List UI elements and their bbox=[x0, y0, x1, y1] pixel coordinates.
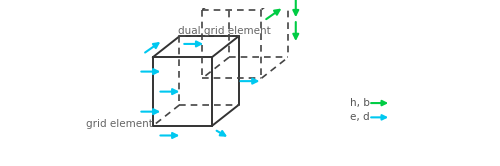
Text: grid element: grid element bbox=[86, 119, 153, 129]
Text: h, b: h, b bbox=[350, 98, 370, 108]
Text: e, d: e, d bbox=[350, 112, 370, 122]
Text: dual grid element: dual grid element bbox=[178, 26, 271, 36]
